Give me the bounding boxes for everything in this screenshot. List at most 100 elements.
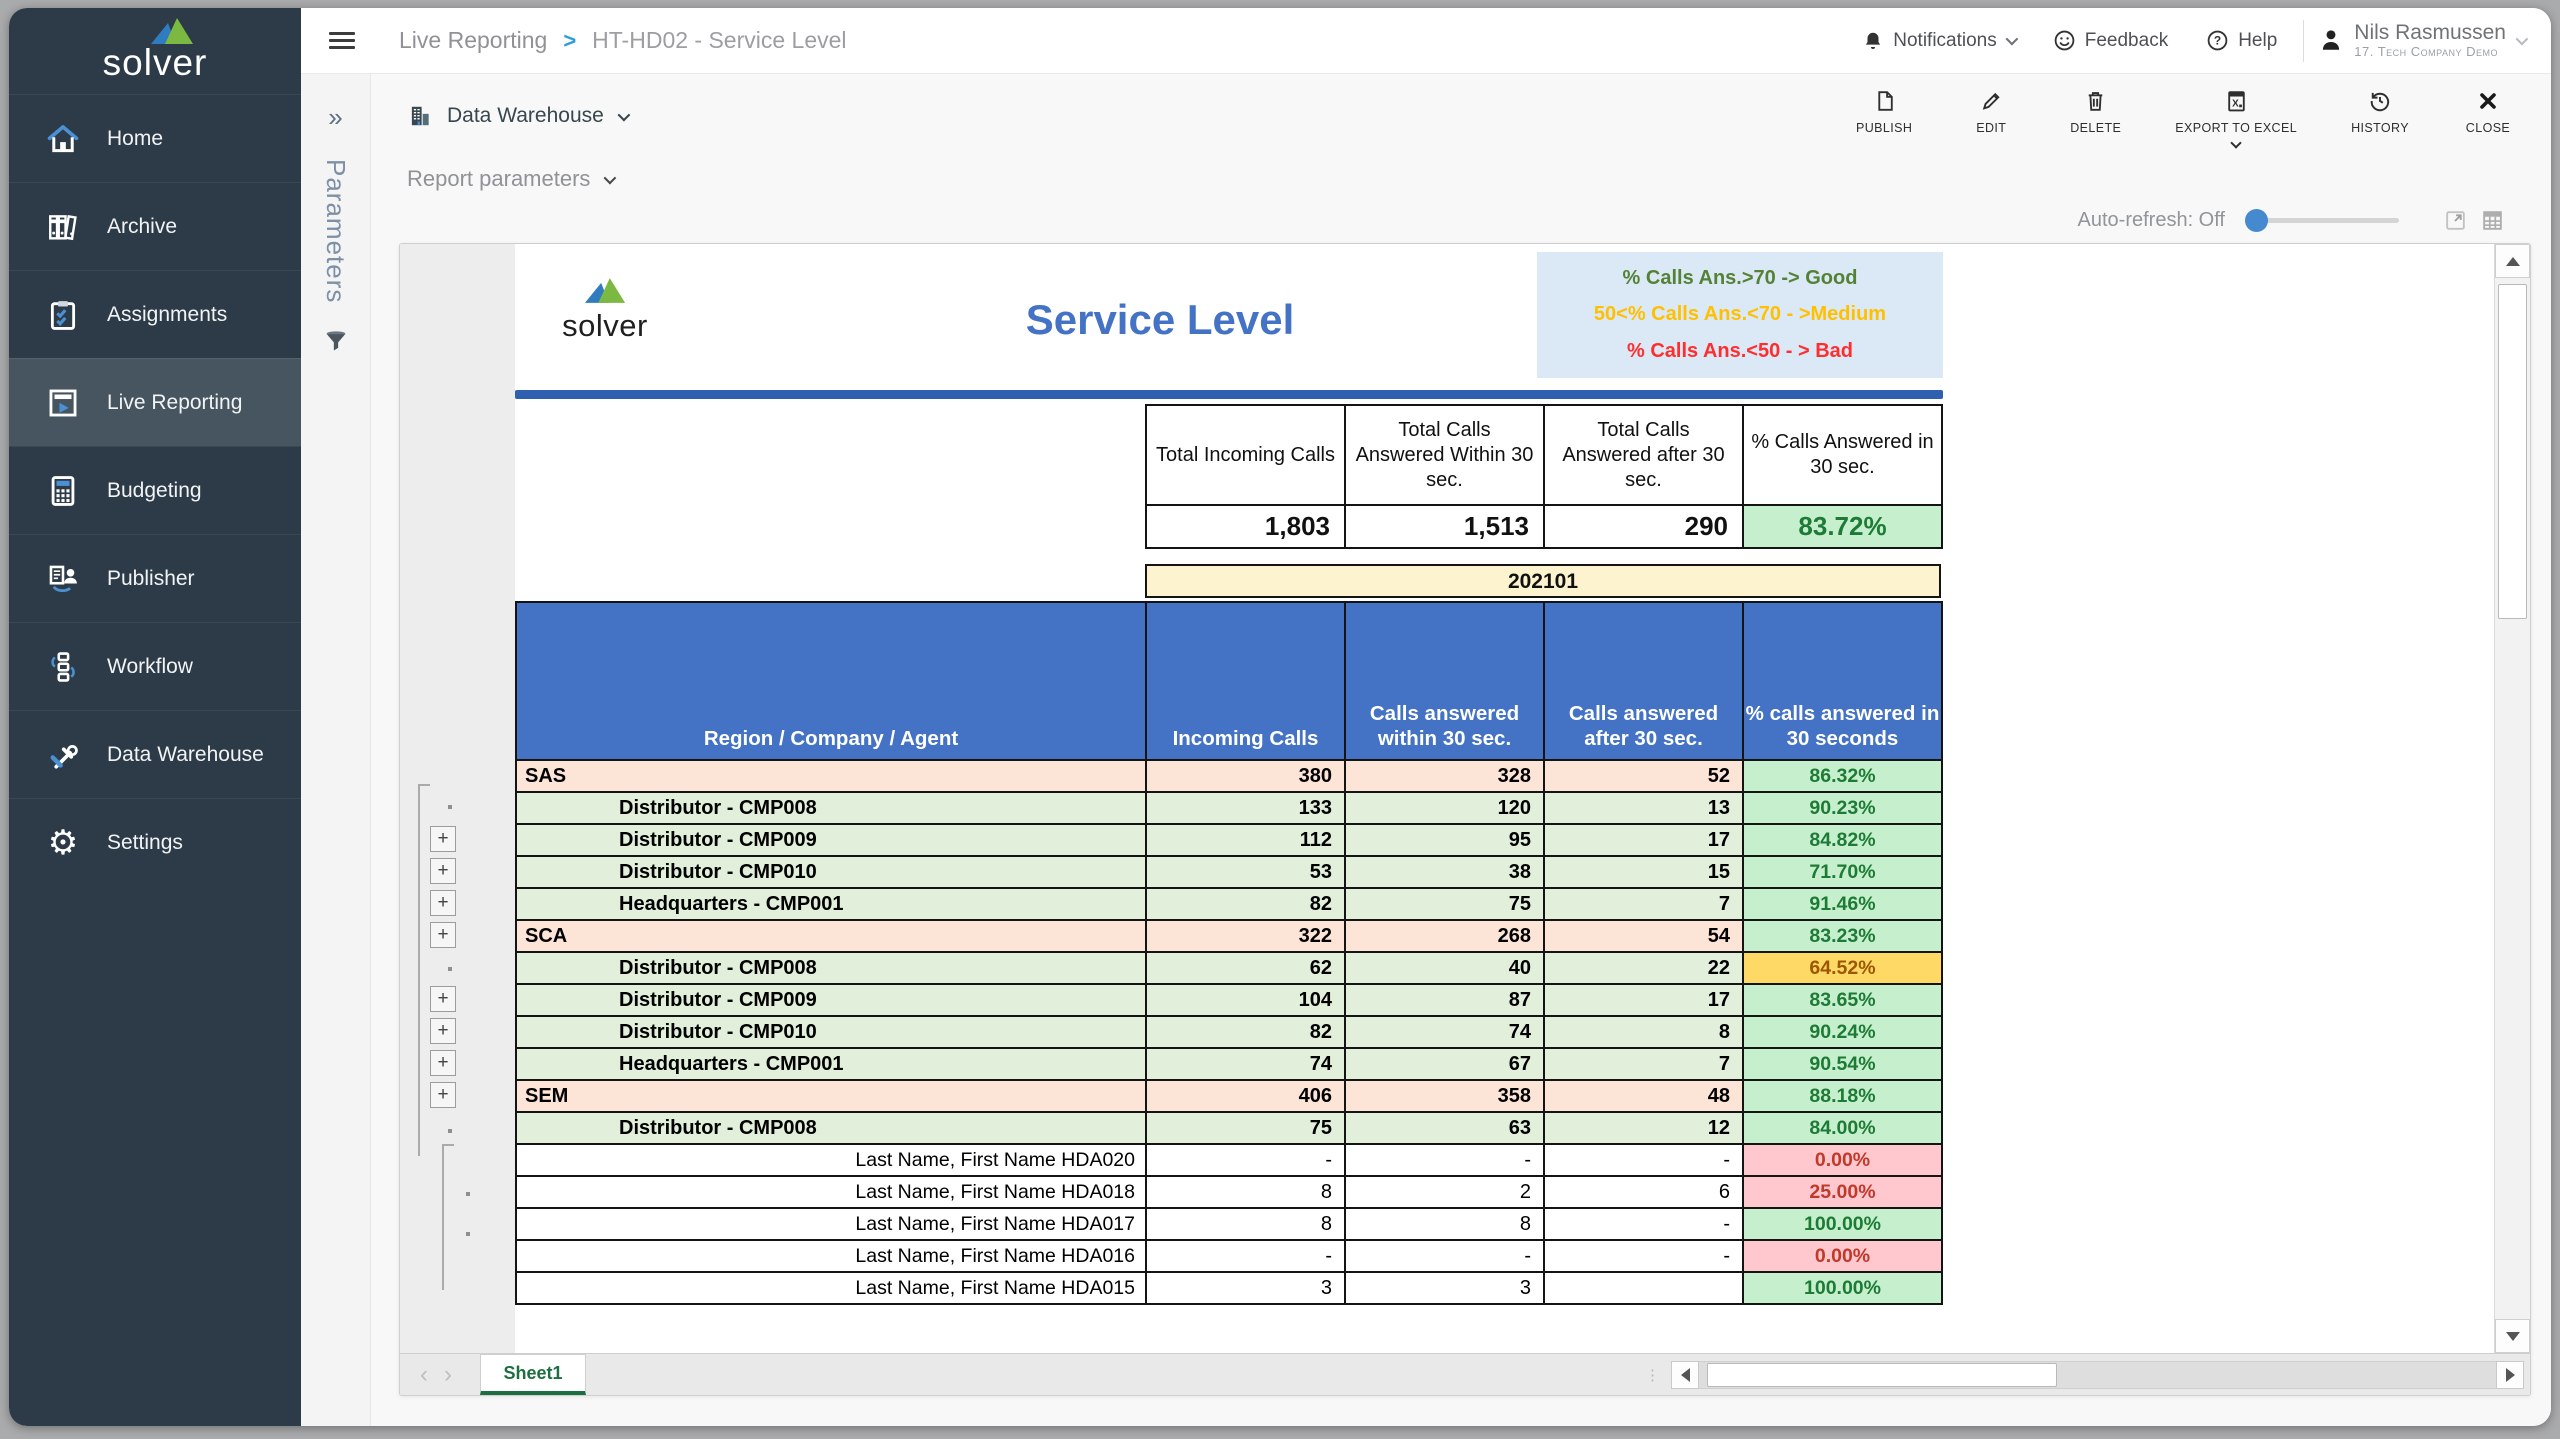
expand-group-button[interactable]: [430, 1018, 456, 1044]
table-cell: 7: [1544, 1048, 1743, 1080]
sheet-nav-prev[interactable]: ‹: [420, 1363, 428, 1387]
horizontal-scroll-thumb[interactable]: [1707, 1363, 2057, 1387]
scroll-up-button[interactable]: [2495, 244, 2530, 278]
menu-icon[interactable]: [329, 28, 355, 53]
history-button[interactable]: HISTORY: [2351, 86, 2409, 135]
table-cell: 8: [1146, 1176, 1345, 1208]
sidebar-item-home[interactable]: Home: [9, 94, 301, 182]
data-warehouse-selector[interactable]: Data Warehouse: [407, 103, 627, 129]
expand-group-button[interactable]: [430, 986, 456, 1012]
table-cell: 25.00%: [1743, 1176, 1942, 1208]
expand-group-button[interactable]: [430, 922, 456, 948]
table-cell: 67: [1345, 1048, 1544, 1080]
expand-panel-icon[interactable]: »: [328, 102, 342, 133]
vertical-scrollbar[interactable]: [2494, 244, 2530, 1353]
sheet-nav-next[interactable]: ›: [444, 1363, 452, 1387]
expand-group-button[interactable]: [430, 1082, 456, 1108]
delete-button[interactable]: DELETE: [2070, 86, 2121, 135]
autorefresh-label: Auto-refresh: Off: [2078, 209, 2225, 232]
horizontal-scrollbar[interactable]: ⋮: [1645, 1361, 2524, 1389]
sheet-tab[interactable]: Sheet1: [480, 1354, 586, 1395]
solver-logo[interactable]: solver: [9, 8, 301, 94]
table-row: Last Name, First Name HDA016---0.00%: [516, 1240, 1942, 1272]
sidebar-item-budgeting[interactable]: Budgeting: [9, 446, 301, 534]
table-cell: 71.70%: [1743, 856, 1942, 888]
table-row: Last Name, First Name HDA01788-100.00%: [516, 1208, 1942, 1240]
breadcrumb-section[interactable]: Live Reporting: [399, 27, 547, 54]
column-header: Calls answered after 30 sec.: [1544, 602, 1743, 760]
sidebar-item-assignments[interactable]: Assignments: [9, 270, 301, 358]
action-label: DELETE: [2070, 121, 2121, 135]
arrow-right-icon: [2506, 1368, 2515, 1382]
slider-knob[interactable]: [2245, 209, 2268, 232]
export-excel-icon: X: [2224, 86, 2249, 114]
scroll-down-button[interactable]: [2495, 1319, 2530, 1353]
table-cell: 0.00%: [1743, 1240, 1942, 1272]
edit-button[interactable]: EDIT: [1966, 86, 2016, 135]
filter-icon[interactable]: [323, 329, 349, 355]
splitter-handle-icon[interactable]: ⋮: [1645, 1366, 1661, 1384]
expand-group-button[interactable]: [430, 890, 456, 916]
table-cell: 380: [1146, 760, 1345, 792]
report-toolbar: Data Warehouse PUBLISH EDIT DELETE XEXPORT …: [301, 74, 2551, 158]
home-icon: [45, 121, 81, 157]
table-cell: 12: [1544, 1112, 1743, 1144]
sidebar-item-data-warehouse[interactable]: Data Warehouse: [9, 710, 301, 798]
expand-group-button[interactable]: [430, 1050, 456, 1076]
help-button[interactable]: ? Help: [2194, 29, 2289, 52]
table-cell: 7: [1544, 888, 1743, 920]
chevron-down-icon: [604, 171, 617, 184]
smiley-icon: [2053, 29, 2076, 52]
expand-group-button[interactable]: [430, 826, 456, 852]
table-cell: 83.23%: [1743, 920, 1942, 952]
user-menu[interactable]: Nils Rasmussen 17. Tech Company Demo: [2318, 21, 2525, 60]
feedback-button[interactable]: Feedback: [2041, 29, 2180, 52]
report-legend: % Calls Ans.>70 -> Good50<% Calls Ans.<7…: [1537, 252, 1943, 378]
sidebar-item-label: Publisher: [107, 567, 195, 591]
table-cell: Last Name, First Name HDA017: [516, 1208, 1146, 1240]
data-warehouse-label: Data Warehouse: [447, 104, 604, 128]
table-row: Last Name, First Name HDA01533100.00%: [516, 1272, 1942, 1304]
table-cell: 120: [1345, 792, 1544, 824]
popout-icon[interactable]: [2443, 208, 2468, 233]
grid-view-icon[interactable]: [2480, 208, 2505, 233]
parameters-tab[interactable]: Parameters: [320, 159, 351, 303]
outline-dot: [448, 805, 452, 809]
topbar: Live Reporting > HT-HD02 - Service Level…: [301, 8, 2551, 74]
table-cell: 53: [1146, 856, 1345, 888]
expand-group-button[interactable]: [430, 858, 456, 884]
vertical-scroll-thumb[interactable]: [2498, 284, 2527, 619]
sidebar-item-workflow[interactable]: Workflow: [9, 622, 301, 710]
report-parameters-toggle[interactable]: Report parameters: [301, 166, 2551, 192]
divider: [2303, 20, 2304, 62]
table-cell: 84.82%: [1743, 824, 1942, 856]
notifications-button[interactable]: Notifications: [1850, 29, 2027, 53]
sidebar-item-archive[interactable]: Archive: [9, 182, 301, 270]
table-cell: 17: [1544, 984, 1743, 1016]
autorefresh-slider[interactable]: [2249, 218, 2399, 223]
column-header: % calls answered in 30 seconds: [1743, 602, 1942, 760]
publish-button[interactable]: PUBLISH: [1856, 86, 1912, 135]
report-paper: solver Service Level % Calls Ans.>70 -> …: [515, 244, 1943, 1353]
close-button[interactable]: CLOSE: [2463, 86, 2513, 135]
table-cell: Headquarters - CMP001: [516, 1048, 1146, 1080]
sidebar-item-settings[interactable]: ⚙Settings: [9, 798, 301, 886]
outline-gutter: [400, 244, 515, 1353]
table-cell: 91.46%: [1743, 888, 1942, 920]
arrow-left-icon: [1681, 1368, 1690, 1382]
scroll-right-button[interactable]: [2496, 1361, 2524, 1389]
table-cell: Distributor - CMP008: [516, 792, 1146, 824]
sidebar-item-publisher[interactable]: Publisher: [9, 534, 301, 622]
table-cell: Distributor - CMP009: [516, 824, 1146, 856]
outline-dot: [466, 1192, 470, 1196]
table-cell: 15: [1544, 856, 1743, 888]
export-button[interactable]: XEXPORT TO EXCEL: [2175, 86, 2297, 147]
table-cell: 268: [1345, 920, 1544, 952]
summary-table: Total Incoming CallsTotal Calls Answered…: [1145, 404, 1943, 549]
horizontal-scroll-track[interactable]: [1699, 1361, 2496, 1389]
scroll-left-button[interactable]: [1671, 1361, 1699, 1389]
publish-icon: [1872, 86, 1897, 114]
table-cell: 104: [1146, 984, 1345, 1016]
breadcrumb-page-title: HT-HD02 - Service Level: [592, 27, 846, 54]
sidebar-item-live-reporting[interactable]: Live Reporting: [9, 358, 301, 446]
